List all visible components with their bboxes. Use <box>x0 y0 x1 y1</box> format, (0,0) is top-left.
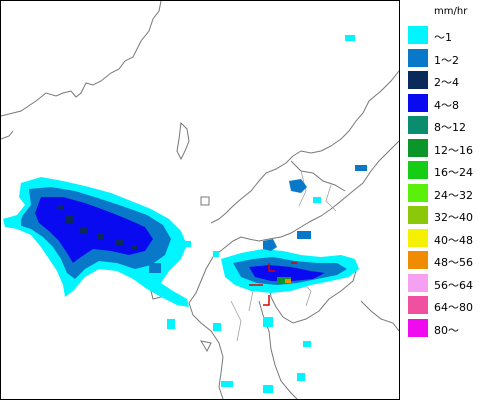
legend-label: 56〜64 <box>434 278 473 292</box>
rain-east-spot <box>297 231 311 239</box>
korea-east-coast <box>1 130 14 140</box>
rain-north-spot <box>263 239 277 251</box>
legend-label: 2〜4 <box>434 76 459 89</box>
legend-item: 12〜16 <box>408 138 484 157</box>
precipitation-legend: mm/hr 〜1 1〜2 2〜4 4〜8 8〜12 12〜16 16〜24 24〜32 32〜4… <box>402 0 484 402</box>
legend-label: 80〜 <box>434 323 459 337</box>
iki-island <box>200 196 210 206</box>
rain-scatter-cell <box>213 251 219 257</box>
rain-far-east <box>355 165 367 171</box>
legend-swatch <box>408 71 428 89</box>
legend-item: 4〜8 <box>408 93 484 112</box>
legend-label: 32〜40 <box>434 211 473 224</box>
rain-central-orange <box>285 279 291 283</box>
legend-swatch <box>408 206 428 224</box>
legend-item: 40〜48 <box>408 228 484 247</box>
legend-label: 8〜12 <box>434 121 466 134</box>
legend-label: 16〜24 <box>434 166 473 179</box>
border-1 <box>298 170 307 207</box>
legend-item: 32〜40 <box>408 206 484 224</box>
rain-south-cell <box>213 323 221 331</box>
dark-cell <box>97 233 103 239</box>
marker-north <box>268 263 275 272</box>
honshu-coastline <box>210 70 399 224</box>
legend-label: 24〜32 <box>434 188 473 202</box>
dark-cell <box>115 239 123 245</box>
legend-swatch <box>408 251 428 269</box>
legend-item: 64〜80 <box>408 296 484 314</box>
dark-cell <box>57 205 63 209</box>
dark-cell <box>79 227 87 233</box>
legend-swatch <box>408 318 428 337</box>
legend-swatch <box>408 273 428 292</box>
kyushu-coastline <box>188 240 234 399</box>
korea-coastline <box>1 1 162 117</box>
rain-central-heavy <box>249 265 325 281</box>
legend-swatch <box>408 93 428 112</box>
legend-item: 16〜24 <box>408 161 484 179</box>
legend-item: 1〜2 <box>408 48 484 67</box>
map-svg <box>1 1 399 399</box>
radar-map <box>0 0 400 400</box>
rain-south-cell <box>303 341 311 347</box>
chugoku-coastline <box>232 140 399 242</box>
kii-coastline <box>360 300 399 332</box>
rain-south-cell <box>221 381 233 387</box>
legend-label: 48〜56 <box>434 256 473 269</box>
precipitation-layer <box>3 35 367 393</box>
legend-unit: mm/hr <box>434 6 468 17</box>
southern-island <box>199 340 212 353</box>
kyushu-east-coastline <box>258 300 298 399</box>
border-4 <box>230 300 242 342</box>
legend-item: 24〜32 <box>408 183 484 202</box>
legend-swatch <box>408 296 428 314</box>
tsushima-island <box>176 121 190 161</box>
legend-item: 〜1 <box>408 26 484 44</box>
rain-south-cell <box>297 373 305 381</box>
honshu-mountains-line <box>290 160 346 192</box>
rain-central-green <box>277 277 291 283</box>
legend-swatch <box>408 138 428 157</box>
dark-cell <box>65 215 73 223</box>
rain-northeast-spot <box>289 179 307 193</box>
rain-south-cell <box>263 317 273 327</box>
legend-label: 12〜16 <box>434 143 473 157</box>
legend-item: 56〜64 <box>408 273 484 292</box>
rain-south-cell <box>263 385 273 393</box>
legend-swatch <box>408 228 428 247</box>
legend-label: 64〜80 <box>434 301 473 314</box>
legend-swatch <box>408 116 428 134</box>
legend-swatch <box>408 183 428 202</box>
legend-label: 〜1 <box>434 31 452 44</box>
legend-label: 4〜8 <box>434 98 459 112</box>
marker-south <box>263 295 270 306</box>
legend-swatch <box>408 26 428 44</box>
rain-north-isolated <box>345 35 355 41</box>
legend-item: 2〜4 <box>408 71 484 89</box>
region-markers <box>249 262 297 306</box>
rain-west-fringe <box>5 221 21 227</box>
legend-item: 8〜12 <box>408 116 484 134</box>
legend-item: 48〜56 <box>408 251 484 269</box>
legend-item: 80〜 <box>408 318 484 337</box>
rain-east-spot-2 <box>313 197 321 203</box>
legend-swatch <box>408 161 428 179</box>
dark-cell <box>131 245 137 249</box>
rain-west-heavy <box>35 197 153 263</box>
rain-west-dark <box>57 205 137 249</box>
legend-label: 40〜48 <box>434 233 473 247</box>
border-2 <box>325 184 337 212</box>
rain-south-cell <box>167 319 175 329</box>
legend-label: 1〜2 <box>434 53 459 67</box>
rain-west-tail <box>149 263 161 273</box>
legend-swatch <box>408 48 428 67</box>
rain-scatter-cell <box>185 241 191 247</box>
